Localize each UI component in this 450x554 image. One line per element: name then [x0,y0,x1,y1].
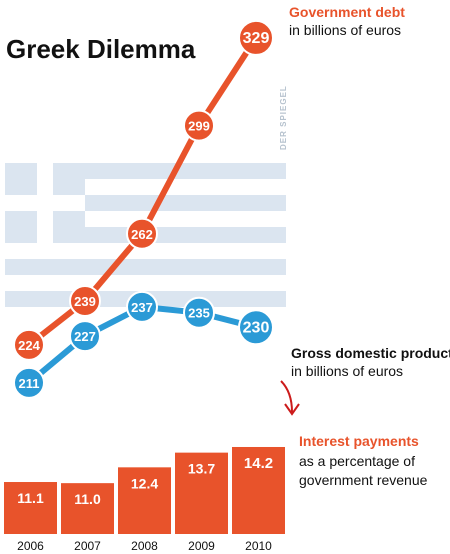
x-tick-label: 2009 [188,539,215,553]
interest-bar-label: 12.4 [131,475,158,491]
interest-bar [175,452,228,534]
interest-bar-label: 11.0 [74,491,101,507]
debt-point-label: 239 [74,294,96,309]
x-tick-label: 2008 [131,539,158,553]
debt-series-unit: in billions of euros [289,22,401,38]
interest-subtitle-line-1: as a percentage of [299,453,415,469]
interest-bar-label: 11.1 [17,490,44,506]
gdp-point-label: 227 [74,329,96,344]
interest-title: Interest payments [299,433,419,449]
debt-point [69,285,101,317]
debt-point [13,328,45,361]
x-tick-label: 2007 [74,539,101,553]
gdp-point [238,309,274,346]
debt-point [126,217,158,250]
gdp-point-label: 237 [131,300,153,315]
flag-stripe [85,195,286,211]
gdp-series-unit: in billions of euros [291,363,403,379]
bar-series-group: 11.1 11.0 12.4 13.7 14.2 [4,446,285,534]
interest-bar [4,482,57,534]
flag-stripe [85,163,286,179]
gdp-point [13,366,45,399]
x-tick-label: 2010 [245,539,272,553]
gdp-series-title: Gross domestic product [291,345,450,361]
line-series-group: 224 239 262 299 329 211 227 237 235 230 [13,19,274,399]
gdp-point [69,320,101,353]
debt-point [238,19,274,56]
debt-point [183,109,215,142]
debt-point-label: 299 [188,119,210,134]
interest-bar-label: 14.2 [244,455,273,472]
gdp-point-label: 235 [188,306,210,321]
chart-title: Greek Dilemma [6,34,196,64]
interest-bar [232,446,285,534]
interest-bar-label: 13.7 [188,461,215,477]
arrow-icon [280,380,300,416]
gdp-point-label: 211 [19,376,40,391]
debt-series-title: Government debt [289,4,405,20]
x-tick-label: 2006 [17,539,44,553]
gdp-point-label: 230 [243,319,270,336]
interest-bar [118,467,171,534]
flag-stripe [85,227,286,243]
gdp-point [183,296,215,329]
x-axis-labels: 2006 2007 2008 2009 2010 [17,539,272,553]
debt-point-label: 262 [131,227,153,242]
interest-subtitle-line-2: government revenue [299,472,428,488]
flag-cross-horizontal [5,195,85,211]
gdp-point [126,290,158,323]
flag-stripe [5,259,286,275]
debt-point-label: 329 [243,30,270,47]
interest-bar [61,483,114,534]
credit-watermark: DER SPIEGEL [279,85,288,150]
debt-point-label: 224 [18,338,40,353]
